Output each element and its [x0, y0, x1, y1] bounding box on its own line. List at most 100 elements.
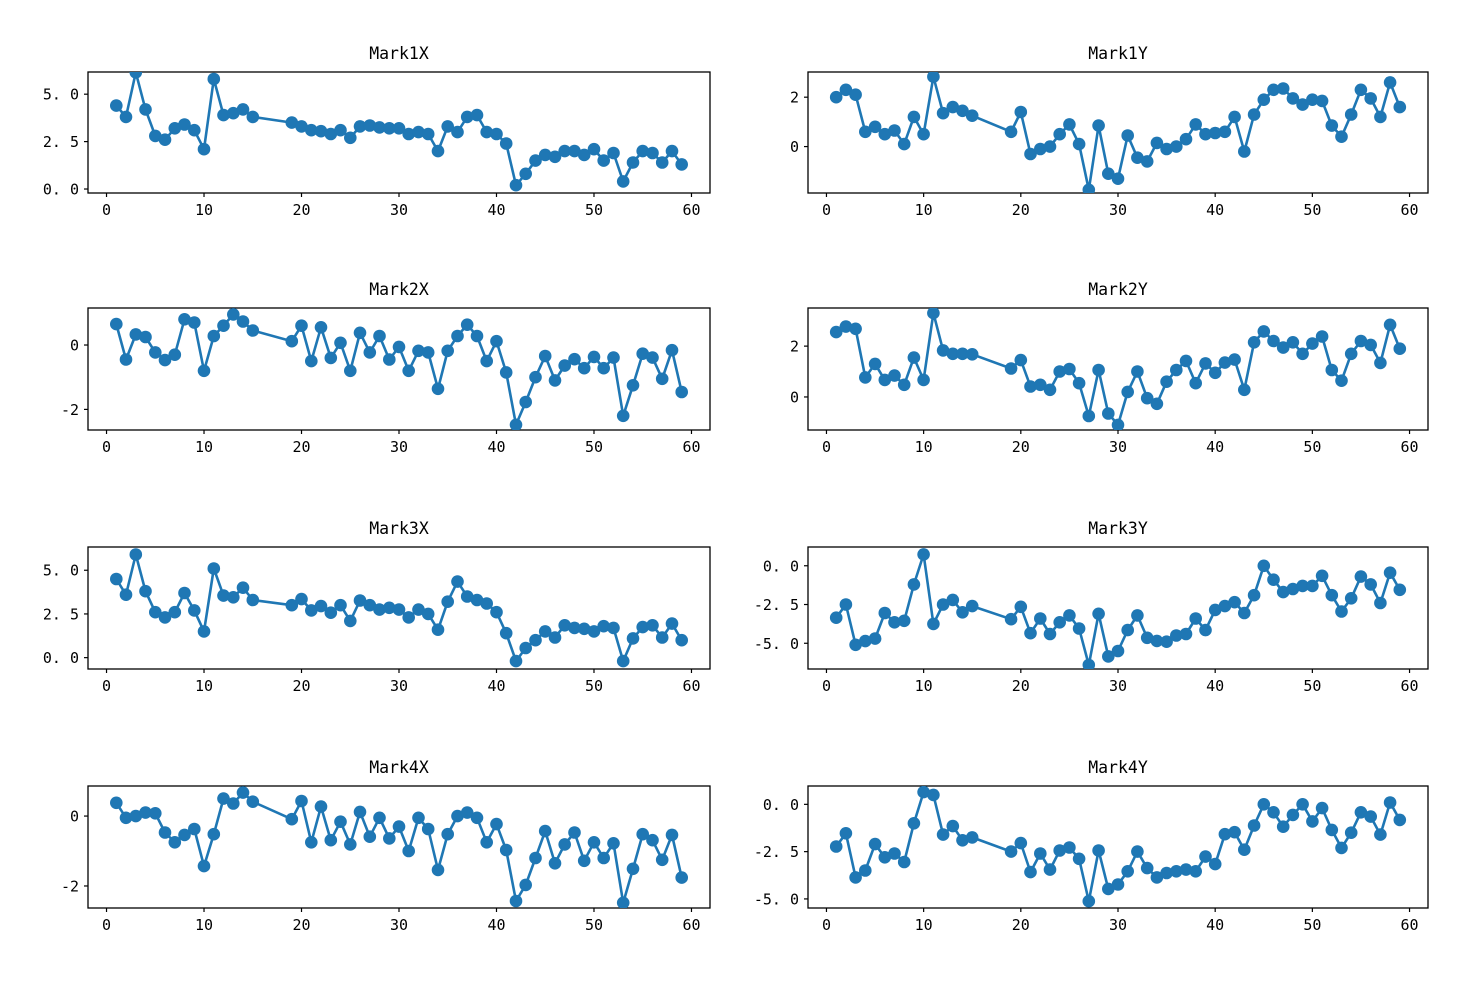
data-point-marker	[849, 322, 862, 336]
data-point-marker	[207, 72, 221, 86]
data-point-marker	[927, 72, 940, 83]
data-point-marker	[839, 320, 853, 333]
data-point-marker	[1160, 142, 1173, 156]
data-point-marker	[334, 815, 347, 828]
data-point-marker	[110, 796, 123, 810]
data-point-marker	[1034, 378, 1047, 392]
data-point-marker	[149, 129, 162, 143]
data-point-marker	[227, 308, 240, 321]
y-tick-label: 0. 0	[43, 649, 79, 667]
data-point-marker	[965, 831, 979, 844]
data-point-marker	[1082, 183, 1096, 193]
data-point-marker	[236, 786, 250, 799]
data-point-marker	[878, 127, 892, 141]
data-point-marker	[927, 788, 940, 802]
data-point-marker	[1247, 336, 1261, 349]
data-point-marker	[1267, 83, 1280, 97]
data-point-marker	[1238, 383, 1251, 397]
data-point-marker	[1247, 108, 1261, 121]
data-point-marker	[363, 346, 377, 359]
data-point-marker	[285, 334, 299, 348]
x-tick-label: 40	[487, 677, 505, 695]
data-point-marker	[373, 121, 386, 134]
data-point-marker	[1121, 865, 1134, 878]
data-point-marker	[616, 896, 630, 908]
y-tick-label: 5. 0	[43, 86, 79, 104]
data-point-marker	[616, 175, 630, 188]
data-point-marker	[149, 346, 162, 359]
data-point-marker	[236, 315, 250, 328]
line-series	[829, 548, 1407, 669]
data-point-marker	[1257, 798, 1271, 811]
axes-frame	[87, 546, 711, 670]
data-point-marker	[655, 853, 669, 867]
x-tick-label: 30	[390, 438, 408, 456]
data-point-marker	[1121, 623, 1134, 637]
x-tick-label: 40	[1206, 916, 1224, 934]
data-point-marker	[1199, 357, 1212, 370]
data-point-marker	[207, 827, 221, 841]
data-point-marker	[246, 795, 260, 808]
data-point-marker	[946, 347, 960, 361]
data-point-marker	[1267, 806, 1280, 819]
data-point-marker	[1014, 600, 1028, 614]
data-point-marker	[1111, 172, 1125, 185]
data-point-marker	[1053, 844, 1066, 857]
x-tick-label: 30	[1109, 201, 1127, 219]
data-point-marker	[1043, 627, 1057, 641]
data-point-marker	[1344, 592, 1358, 605]
y-tick-label: 0. 0	[43, 181, 79, 199]
data-point-marker	[626, 632, 640, 645]
data-point-marker	[1325, 363, 1339, 377]
data-point-marker	[207, 329, 221, 343]
data-point-marker	[1374, 356, 1387, 370]
data-point-marker	[119, 353, 133, 366]
data-point-marker	[1267, 573, 1280, 586]
data-point-marker	[1131, 845, 1144, 858]
data-point-marker	[227, 591, 240, 604]
data-point-marker	[829, 840, 843, 853]
data-point-marker	[353, 326, 367, 340]
data-point-marker	[1238, 606, 1251, 620]
data-point-marker	[470, 593, 484, 607]
data-point-marker	[1208, 366, 1222, 380]
data-point-marker	[1383, 76, 1397, 89]
data-point-marker	[1315, 94, 1329, 108]
data-point-marker	[1228, 353, 1241, 366]
data-point-marker	[568, 144, 581, 158]
data-point-marker	[119, 811, 133, 825]
data-point-marker	[1208, 603, 1222, 617]
data-point-marker	[314, 321, 328, 334]
data-point-marker	[956, 606, 969, 619]
data-point-marker	[246, 593, 260, 607]
data-point-marker	[1102, 407, 1115, 420]
data-point-marker	[1276, 82, 1290, 95]
line-series	[829, 308, 1407, 430]
data-point-marker	[626, 156, 640, 169]
data-point-marker	[568, 352, 581, 366]
data-point-marker	[1111, 644, 1125, 658]
data-point-marker	[1082, 894, 1096, 908]
x-tick-label: 40	[1206, 438, 1224, 456]
data-point-marker	[1179, 863, 1193, 876]
data-point-marker	[353, 805, 367, 819]
data-point-marker	[314, 124, 328, 138]
data-point-marker	[956, 104, 969, 118]
data-point-marker	[1286, 582, 1300, 596]
data-point-marker	[665, 343, 679, 357]
data-point-marker	[1189, 865, 1202, 878]
data-point-marker	[965, 599, 979, 613]
data-point-marker	[480, 125, 494, 139]
data-point-marker	[1063, 362, 1076, 376]
data-point-marker	[1082, 409, 1096, 423]
data-point-marker	[451, 575, 464, 588]
data-point-marker	[1208, 857, 1222, 871]
data-point-marker	[849, 638, 862, 652]
data-point-marker	[334, 598, 347, 612]
axes-frame	[807, 546, 1429, 670]
data-point-marker	[197, 142, 211, 156]
x-tick-label: 20	[292, 916, 310, 934]
y-tick-label: 0	[790, 138, 799, 156]
x-tick-label: 20	[292, 438, 310, 456]
